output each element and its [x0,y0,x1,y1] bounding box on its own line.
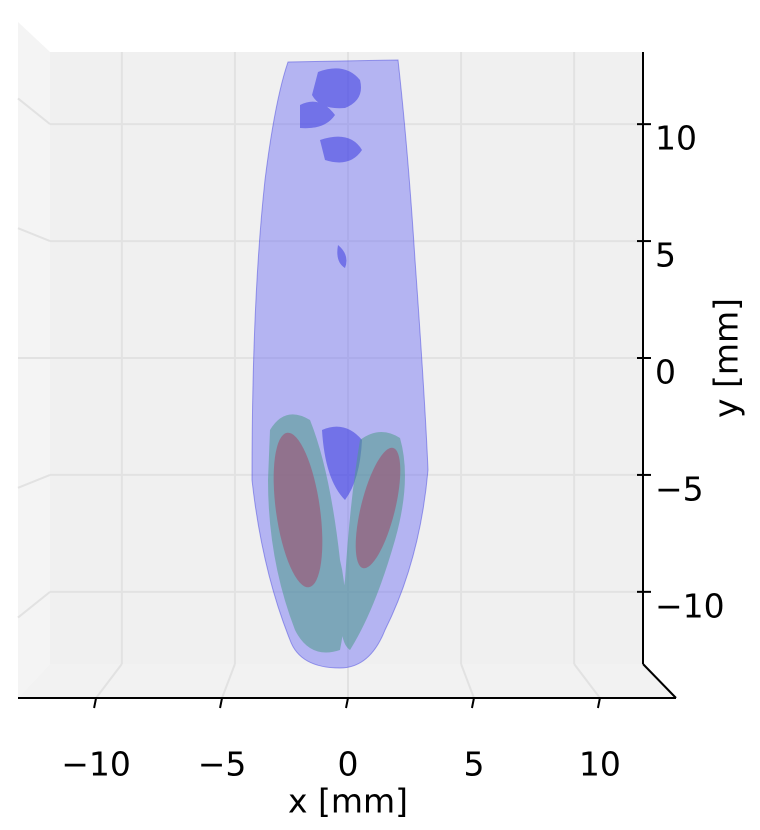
y-axis-label: y [mm] [707,298,746,418]
x-tick [345,697,349,709]
grid-line [460,663,475,699]
x-tick-label: −10 [61,745,131,784]
grid-line [17,97,51,125]
grid-line [95,663,123,699]
x-tick-label: 10 [579,745,621,784]
grid-line [17,227,51,243]
x-tick-label: −5 [198,745,247,784]
x-tick [219,697,224,709]
y-tick-label: −10 [655,586,725,625]
x-tick [93,697,98,709]
ticks: −10 −5 0 5 10 −10 −5 0 5 10 [61,119,724,784]
left-pane [18,22,50,698]
axis-corner [642,663,677,699]
x-tick-label: 5 [463,745,484,784]
x-axis-label: x [mm] [288,782,408,821]
y-tick-label: 0 [655,353,676,392]
y-tick-label: 10 [655,119,697,158]
grid-line [17,473,51,489]
y-tick-label: 5 [655,236,676,275]
inner-surface [300,68,362,500]
x-tick [470,697,475,709]
grid-line [17,591,51,619]
core-right [355,447,401,569]
x-tick [596,697,601,709]
x-tick-label: 0 [338,745,359,784]
grid-line [221,663,236,699]
isosurfaces [251,59,429,669]
core-left [273,432,323,588]
y-tick-label: −5 [655,469,704,508]
grid-line [573,663,601,699]
